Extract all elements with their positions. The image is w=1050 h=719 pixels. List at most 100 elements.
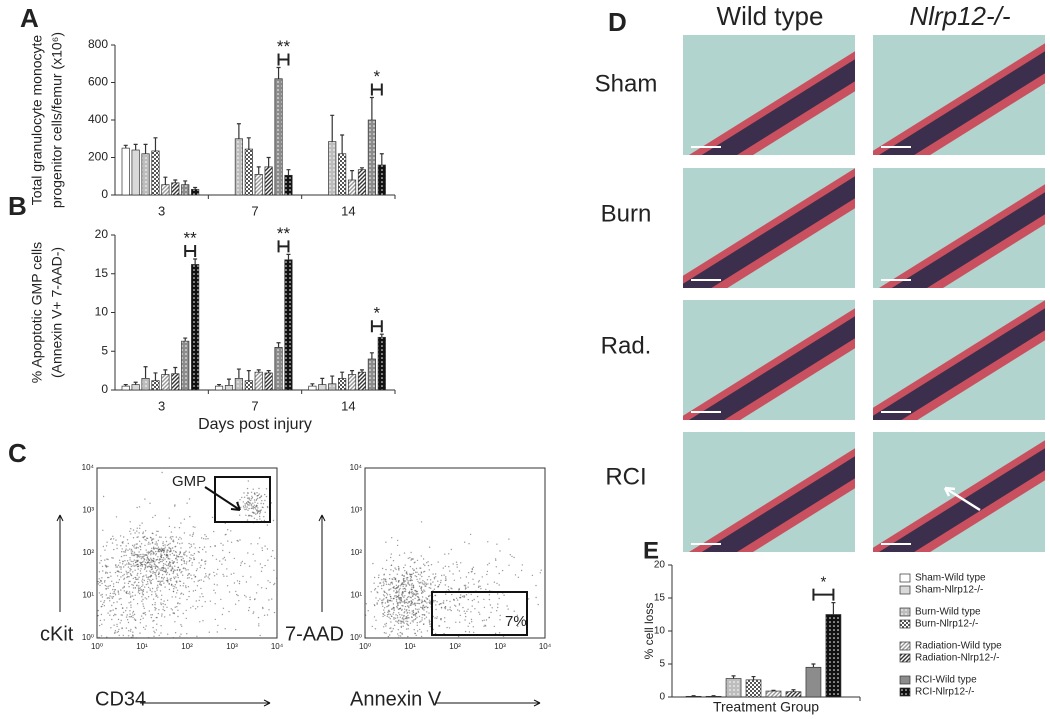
event-dot [396, 607, 398, 609]
event-dot [163, 609, 166, 612]
event-dot [127, 549, 129, 551]
event-dot [132, 636, 134, 638]
event-dot [155, 595, 157, 597]
event-dot [97, 609, 100, 612]
event-dot [180, 522, 182, 524]
event-dot [406, 605, 409, 607]
cortical-bone [689, 51, 855, 155]
event-dot [149, 570, 151, 572]
event-dot [402, 595, 404, 597]
row-label: Rad. [601, 332, 652, 359]
event-dot [478, 585, 480, 587]
event-dot [107, 565, 109, 568]
x-tick-label: 10¹ [404, 642, 416, 651]
y-axis-label: % cell loss [642, 603, 656, 660]
event-dot [241, 560, 243, 563]
event-dot [458, 589, 460, 591]
event-dot [119, 562, 121, 564]
event-dot [383, 574, 385, 576]
event-dot [484, 624, 486, 626]
event-dot [177, 556, 179, 558]
event-dot [393, 576, 395, 579]
event-dot [248, 507, 250, 510]
event-dot [169, 564, 172, 566]
event-dot [491, 607, 493, 609]
event-dot [144, 539, 146, 541]
event-dot [266, 524, 269, 526]
event-dot [151, 594, 153, 596]
event-dot [166, 579, 169, 582]
event-dot [162, 580, 164, 582]
event-dot [377, 585, 379, 588]
event-dot [134, 561, 137, 563]
event-dot [246, 501, 248, 504]
event-dot [392, 598, 394, 600]
event-dot [396, 595, 398, 598]
event-dot [388, 604, 390, 606]
event-dot [112, 588, 114, 591]
event-dot [196, 568, 198, 570]
event-dot [150, 571, 152, 573]
event-dot [259, 634, 261, 637]
event-dot [120, 566, 122, 568]
event-dot [187, 574, 189, 577]
event-dot [250, 503, 253, 505]
y-tick-label: 200 [88, 150, 108, 164]
event-dot [181, 542, 183, 544]
x-tick-label: 14 [341, 398, 355, 413]
event-dot [181, 556, 183, 558]
event-dot [143, 607, 145, 609]
event-dot [148, 552, 150, 554]
event-dot [408, 609, 410, 612]
event-dot [520, 569, 523, 572]
event-dot [472, 566, 475, 568]
event-dot [424, 599, 426, 602]
event-dot [175, 580, 177, 583]
event-dot [107, 597, 110, 599]
event-dot [481, 620, 484, 622]
event-dot [155, 565, 157, 567]
event-dot [192, 554, 194, 557]
event-dot [247, 480, 249, 482]
event-dot [412, 621, 414, 623]
event-dot [138, 551, 140, 553]
event-dot [177, 538, 180, 540]
event-dot [110, 627, 112, 629]
event-dot [142, 626, 145, 629]
event-dot [439, 581, 442, 584]
event-dot [513, 556, 515, 559]
event-dot [222, 573, 224, 576]
event-dot [134, 626, 137, 628]
event-dot [488, 562, 490, 564]
event-dot [395, 596, 397, 599]
error-bar [731, 675, 736, 679]
event-dot [121, 541, 123, 544]
event-dot [406, 623, 408, 625]
event-dot [201, 559, 203, 561]
event-dot [411, 574, 413, 576]
event-dot [164, 567, 166, 569]
event-dot [254, 501, 256, 503]
error-bar [320, 377, 325, 385]
event-dot [150, 552, 152, 555]
event-dot [138, 506, 141, 508]
event-dot [121, 551, 123, 553]
event-dot [467, 625, 469, 627]
event-dot [174, 621, 176, 623]
event-dot [441, 574, 443, 577]
event-dot [142, 532, 144, 535]
event-dot [155, 572, 157, 574]
event-dot [407, 557, 409, 559]
x-axis-label: CD34 [95, 688, 146, 710]
event-dot [123, 577, 126, 579]
event-dot [141, 600, 143, 602]
error-bar [123, 144, 128, 149]
event-dot [174, 584, 176, 586]
event-dot [170, 547, 172, 550]
event-dot [121, 563, 124, 565]
event-dot [440, 579, 442, 582]
event-dot [161, 550, 163, 552]
event-dot [421, 619, 423, 621]
event-dot [389, 584, 391, 586]
event-dot [110, 575, 112, 577]
